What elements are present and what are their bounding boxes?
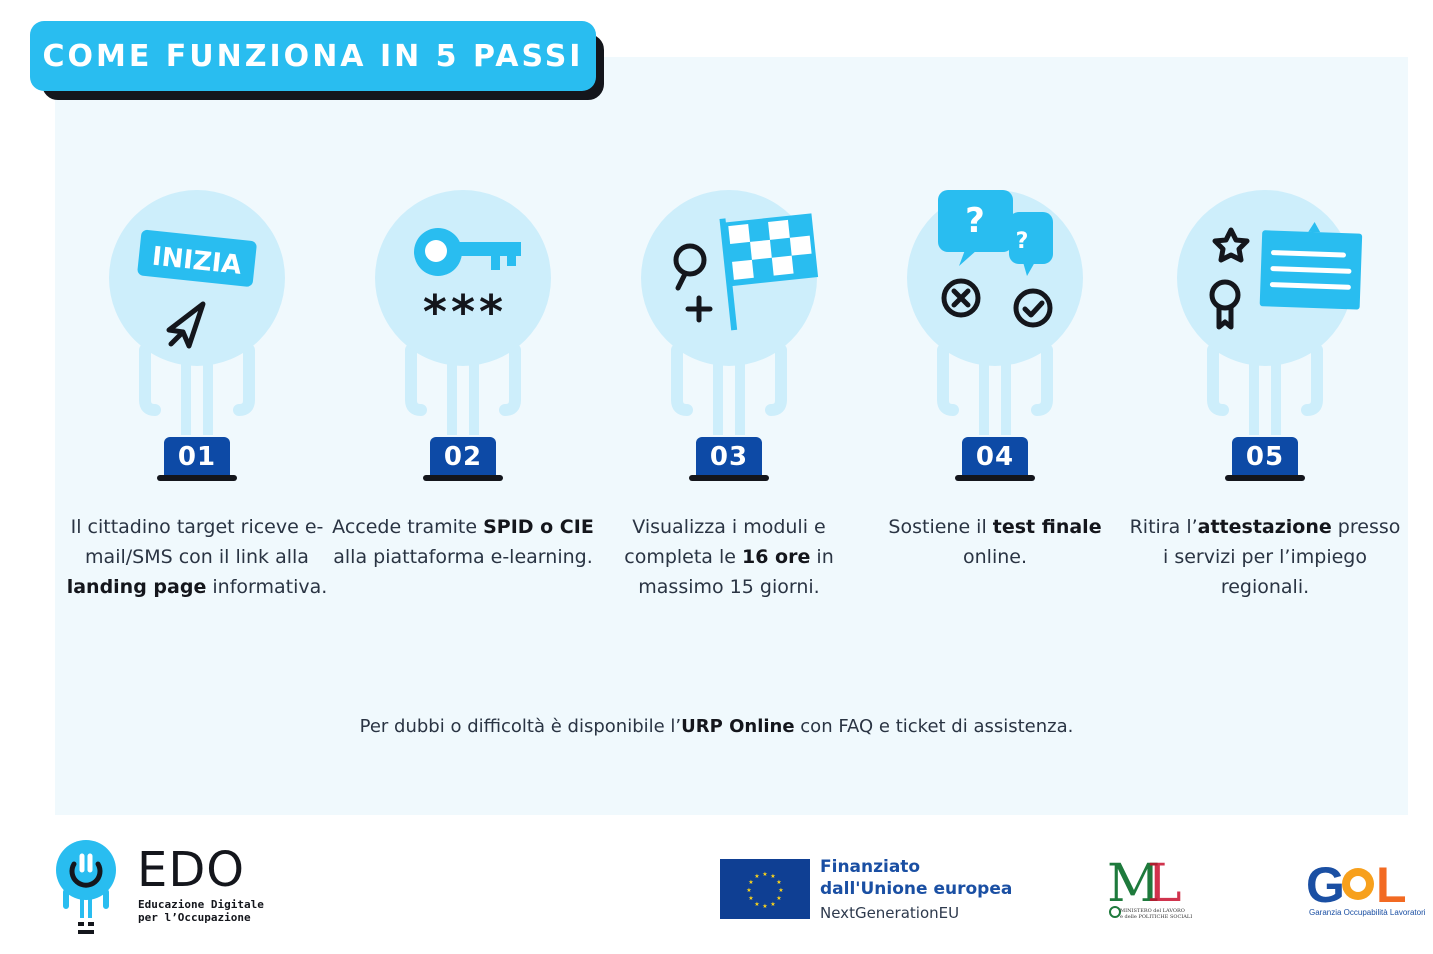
edo-wordmark: EDO: [137, 842, 246, 898]
gol-logo: G L: [1306, 858, 1407, 908]
step-description: Ritira l’attestazione presso i servizi p…: [1129, 516, 1401, 598]
svg-text:?: ?: [1016, 229, 1029, 254]
svg-text:★: ★: [754, 901, 759, 908]
page-title: COME FUNZIONA IN 5 PASSI: [30, 21, 596, 91]
svg-text:★: ★: [770, 901, 775, 908]
edo-logo: [56, 840, 116, 934]
ministry-text: MINISTERO del LAVORO e delle POLITICHE SO…: [1120, 908, 1193, 920]
svg-text:★: ★: [776, 895, 781, 902]
step-description: Il cittadino target riceve e-mail/SMS co…: [66, 516, 328, 598]
step-3: 03 Visualizza i moduli e completa le 16 …: [609, 180, 849, 650]
certificate-icon: [1177, 190, 1363, 435]
svg-text:L: L: [1376, 858, 1407, 908]
step-number: 04: [962, 437, 1028, 477]
svg-text:?: ?: [965, 201, 985, 241]
svg-text:M: M: [1107, 855, 1160, 914]
eu-funding-line3: NextGenerationEU: [820, 904, 960, 922]
badge-base: [423, 475, 503, 481]
step-description: Accede tramite SPID o CIE alla piattafor…: [332, 516, 594, 568]
svg-text:G: G: [1306, 858, 1345, 908]
badge-base: [1225, 475, 1305, 481]
eu-funding-line2: dall'Unione europea: [820, 879, 1013, 899]
gol-caption: Garanzia Occupabilità Lavoratori: [1309, 908, 1426, 917]
edo-subtitle: Educazione Digitale per l’Occupazione: [138, 898, 264, 924]
launch-icon: INIZIA: [109, 190, 285, 435]
step-description: Sostiene il test finale online.: [888, 516, 1102, 568]
svg-text:***: ***: [423, 285, 507, 339]
svg-text:★: ★: [748, 879, 753, 886]
ministry-logo: M L: [1107, 855, 1182, 918]
content-panel: [55, 57, 1408, 815]
svg-text:L: L: [1147, 855, 1182, 914]
svg-text:★: ★: [776, 879, 781, 886]
step-1: INIZIA 01 Il cittadino target riceve e-m…: [67, 180, 327, 650]
step-4: ? ? 04 Sostiene il test finale online.: [875, 180, 1115, 650]
step-number: 02: [430, 437, 496, 477]
badge-base: [689, 475, 769, 481]
eu-flag-icon: ★ ★ ★ ★ ★ ★ ★ ★ ★ ★ ★ ★: [720, 859, 810, 919]
key-password-icon: ***: [375, 190, 551, 435]
step-number: 03: [696, 437, 762, 477]
urp-online-link[interactable]: URP Online: [681, 716, 795, 737]
step-5: 05 Ritira l’attestazione presso i serviz…: [1130, 180, 1400, 650]
step-number: 01: [164, 437, 230, 477]
badge-base: [955, 475, 1035, 481]
svg-text:★: ★: [770, 873, 775, 880]
help-note: Per dubbi o difficoltà è disponibile l’U…: [359, 716, 1074, 737]
step-description: Visualizza i moduli e completa le 16 ore…: [624, 516, 834, 598]
step-2: *** 02 Accede tramite SPID o CIE alla pi…: [332, 180, 594, 650]
svg-text:★: ★: [746, 887, 751, 894]
svg-text:★: ★: [754, 873, 759, 880]
badge-base: [157, 475, 237, 481]
eu-funding-line1: Finanziato: [820, 857, 921, 877]
svg-text:★: ★: [762, 903, 767, 910]
quiz-icon: ? ?: [907, 190, 1083, 435]
step-number: 05: [1232, 437, 1298, 477]
svg-text:★: ★: [762, 871, 767, 878]
checkered-flag-icon: [641, 190, 819, 435]
svg-text:★: ★: [748, 895, 753, 902]
svg-text:★: ★: [778, 887, 783, 894]
